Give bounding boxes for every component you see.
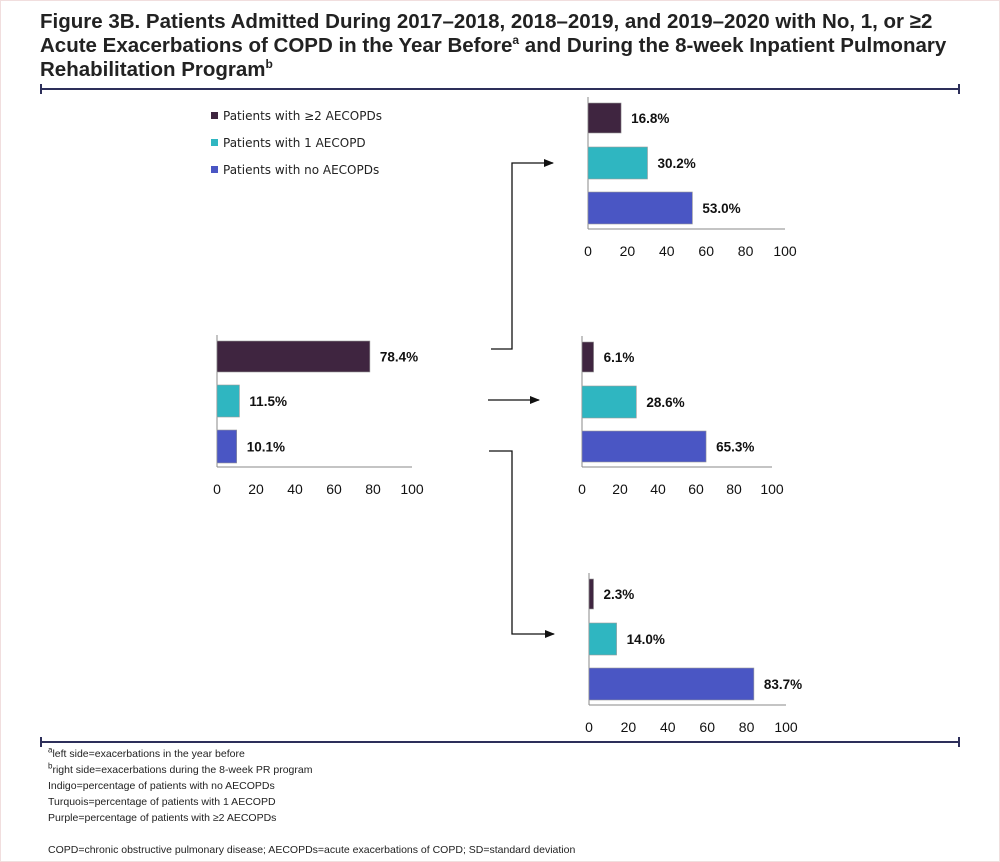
bar-3 (581, 430, 707, 463)
bar-3 (216, 429, 237, 464)
bar-3 (588, 667, 755, 701)
bar-1 (581, 341, 594, 373)
footnote-b: bright side=exacerbations during the 8-w… (48, 762, 948, 778)
value-label-3: 65.3% (716, 440, 754, 455)
title-line-2-rest: and During the 8-week Inpatient Pulmonar… (519, 34, 947, 57)
bar-2 (588, 622, 617, 656)
value-label-3: 10.1% (247, 440, 285, 455)
tick-label-100: 100 (760, 481, 784, 497)
tick-label-40: 40 (650, 481, 666, 497)
tick-label-0: 0 (213, 481, 221, 497)
footnote-a: aleft side=exacerbations in the year bef… (48, 746, 948, 762)
tick-label-100: 100 (400, 481, 424, 497)
title-line-1: Figure 3B. Patients Admitted During 2017… (40, 10, 933, 33)
arrow-to-group-1 (491, 159, 554, 350)
tick-label-80: 80 (739, 719, 755, 735)
tick-label-20: 20 (248, 481, 264, 497)
footnote-a-text: left side=exacerbations in the year befo… (52, 748, 245, 760)
tick-label-60: 60 (326, 481, 342, 497)
tick-label-20: 20 (612, 481, 628, 497)
legend-label-1: Patients with ≥2 AECOPDs (223, 109, 382, 123)
tick-label-60: 60 (699, 719, 715, 735)
tick-label-0: 0 (578, 481, 586, 497)
tick-label-40: 40 (287, 481, 303, 497)
panel-during-pr-group-1: 16.8% 30.2% 53.0% 0 20 40 60 80 100 (584, 97, 797, 259)
footnote-a-marker: a (48, 745, 53, 755)
bar-3 (587, 191, 693, 225)
value-label-2: 30.2% (657, 156, 695, 171)
figure-title: Figure 3B. Patients Admitted During 2017… (40, 10, 960, 82)
footnotes: aleft side=exacerbations in the year bef… (48, 746, 948, 858)
legend-label-3: Patients with no AECOPDs (223, 163, 379, 177)
bar-1 (216, 340, 371, 373)
footnote-indigo: Indigo=percentage of patients with no AE… (48, 780, 275, 792)
panel-during-pr-group-3: 2.3% 14.0% 83.7% 0 20 40 60 80 100 (585, 573, 802, 735)
title-line-2: Acute Exacerbations of COPD in the Year … (40, 34, 960, 58)
tick-label-60: 60 (688, 481, 704, 497)
top-divider (40, 84, 960, 94)
legend-label-2: Patients with 1 AECOPD (223, 136, 366, 150)
bar-2 (216, 384, 240, 418)
tick-label-0: 0 (584, 243, 592, 259)
tick-label-80: 80 (726, 481, 742, 497)
bar-1 (588, 578, 594, 610)
tick-label-100: 100 (773, 243, 797, 259)
title-footnote-a: a (512, 33, 520, 48)
tick-label-40: 40 (659, 243, 675, 259)
value-label-1: 16.8% (631, 111, 669, 126)
tick-label-80: 80 (365, 481, 381, 497)
bar-1 (587, 102, 622, 134)
bottom-divider (40, 737, 960, 747)
value-label-1: 2.3% (604, 587, 635, 602)
panel-during-pr-group-2: 6.1% 28.6% 65.3% 0 20 40 60 80 100 (578, 336, 784, 497)
value-label-2: 14.0% (627, 632, 665, 647)
footnote-b-text: right side=exacerbations during the 8-we… (52, 764, 313, 776)
value-label-2: 11.5% (249, 394, 287, 409)
value-label-3: 83.7% (764, 677, 802, 692)
legend-swatch-3 (211, 166, 218, 173)
tick-label-0: 0 (585, 719, 593, 735)
tick-label-20: 20 (621, 719, 637, 735)
arrow-to-group-3 (489, 450, 555, 638)
tick-label-80: 80 (738, 243, 754, 259)
chart-legend: Patients with ≥2 AECOPDs Patients with 1 … (211, 109, 382, 177)
title-line-3-text: Rehabilitation Program (40, 58, 266, 81)
footnote-turquois: Turquois=percentage of patients with 1 A… (48, 796, 276, 808)
bar-2 (587, 146, 648, 180)
tick-label-100: 100 (774, 719, 798, 735)
tick-label-40: 40 (660, 719, 676, 735)
flow-arrows (488, 159, 555, 638)
tick-label-60: 60 (698, 243, 714, 259)
title-footnote-b: b (265, 57, 273, 72)
legend-swatch-1 (211, 112, 218, 119)
bar-2 (581, 385, 637, 419)
value-label-2: 28.6% (646, 395, 684, 410)
legend-swatch-2 (211, 139, 218, 146)
panel-year-before: 78.4% 11.5% 10.1% 0 20 40 60 80 100 (213, 335, 424, 497)
chart-panels: 78.4% 11.5% 10.1% 0 20 40 60 80 100 16.8% 30.2% 53.… (213, 97, 802, 735)
value-label-3: 53.0% (702, 201, 740, 216)
footnote-abbreviations: COPD=chronic obstructive pulmonary disea… (48, 844, 576, 856)
title-line-3: Rehabilitation Programb (40, 58, 960, 82)
value-label-1: 6.1% (604, 350, 635, 365)
footnote-b-marker: b (48, 761, 53, 771)
title-line-2-text: Acute Exacerbations of COPD in the Year … (40, 34, 513, 57)
value-label-1: 78.4% (380, 350, 418, 365)
footnote-purple: Purple=percentage of patients with ≥2 AE… (48, 812, 277, 824)
tick-label-20: 20 (620, 243, 636, 259)
